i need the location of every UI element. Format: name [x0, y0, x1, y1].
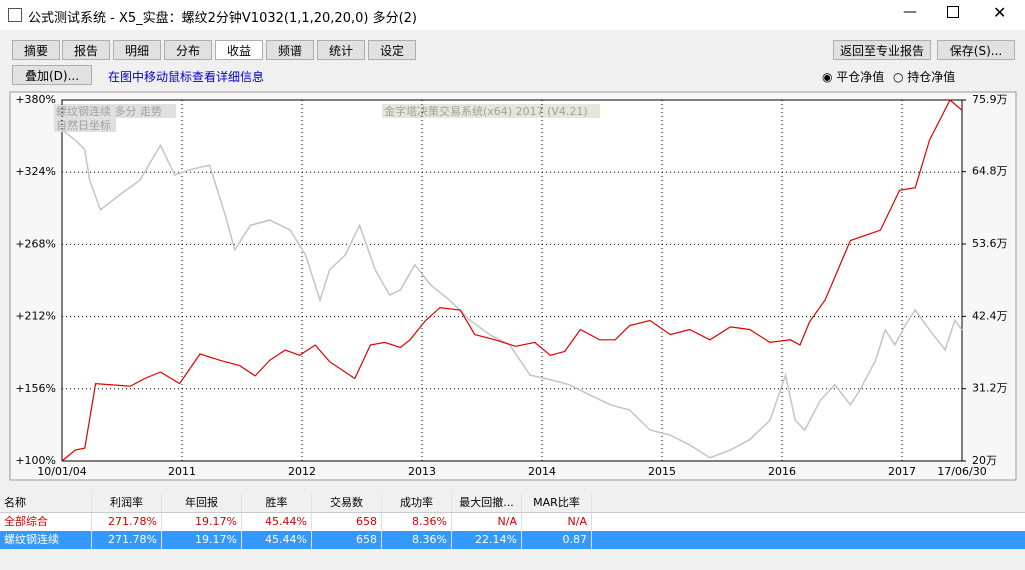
x-tick-label: 2014 [528, 465, 556, 478]
radio-label: 持仓净值 [907, 70, 956, 84]
save-button[interactable]: 保存(S)... [937, 40, 1015, 60]
annotation: 金字塔决策交易系统(x64) 2017 (V4.21) [384, 104, 588, 118]
y2-tick-label: 20万 [972, 454, 997, 467]
y2-tick-label: 64.8万 [972, 165, 1008, 178]
table-cell: 658 [312, 531, 382, 549]
tab-button[interactable]: 频谱 [266, 40, 314, 60]
column-header[interactable]: MAR比率 [522, 494, 592, 512]
table-cell: 271.78% [92, 531, 162, 549]
radio-close[interactable]: ◉ 平仓净值 [822, 70, 885, 84]
y-tick-label: +324% [15, 165, 56, 178]
table-row[interactable]: 螺纹钢连续 271.78% 19.17% 45.44% 658 8.36% 22.14% 0.… [0, 531, 1025, 549]
y2-tick-label: 31.2万 [972, 382, 1008, 395]
close[interactable]: ✕ [993, 3, 1007, 22]
back-button[interactable]: 返回至专业报告 [833, 40, 931, 60]
y2-tick-label: 42.4万 [972, 309, 1008, 322]
tab-button[interactable]: 收益 [215, 40, 263, 60]
table-cell: 8.36% [382, 531, 452, 549]
radio-hold[interactable]: ○ 持仓净值 [893, 70, 956, 84]
annotation-bg [54, 118, 116, 132]
table-cell: N/A [452, 513, 522, 531]
tab-button[interactable]: 明细 [113, 40, 161, 60]
result-table: 名称 利润率 年回报 胜率 交易数 成功率 最大回撤... MAR比率 全部综合 271.78%… [0, 494, 1025, 549]
x-tick-label: 2012 [288, 465, 316, 478]
table-header: 名称 利润率 年回报 胜率 交易数 成功率 最大回撤... MAR比率 [0, 494, 1025, 513]
plot-area [61, 99, 963, 462]
app-icon [8, 8, 22, 22]
x-tick-label: 10/01/04 [37, 465, 86, 478]
annotation: 自然日坐标 [56, 118, 111, 132]
column-header[interactable]: 成功率 [382, 494, 452, 512]
y-tick-label: +268% [15, 237, 56, 250]
annotation: 螺纹钢连续 多分 走势 [56, 104, 162, 118]
tab-button[interactable]: 设定 [368, 40, 416, 60]
column-header[interactable]: 最大回撤... [452, 494, 522, 512]
annotation-bg [54, 104, 176, 118]
column-header[interactable]: 胜率 [242, 494, 312, 512]
table-cell: 19.17% [162, 531, 242, 549]
table-cell: 22.14% [452, 531, 522, 549]
x-tick-label: 2015 [648, 465, 676, 478]
column-header[interactable]: 交易数 [312, 494, 382, 512]
y2-tick-label: 53.6万 [972, 237, 1008, 250]
column-header[interactable]: 利润率 [92, 494, 162, 512]
x-tick-label: 2016 [768, 465, 796, 478]
table-cell: 19.17% [162, 513, 242, 531]
table-cell: 658 [312, 513, 382, 531]
y-tick-label: +156% [15, 382, 56, 395]
table-cell: 0.87 [522, 531, 592, 549]
tab-button[interactable]: 统计 [317, 40, 365, 60]
hint-link[interactable]: 在图中移动鼠标查看详细信息 [108, 70, 265, 84]
x-tick-label: 2013 [408, 465, 436, 478]
x-tick-label: 17/06/30 [937, 465, 986, 478]
table-cell: 271.78% [92, 513, 162, 531]
tab-button[interactable]: 分布 [164, 40, 212, 60]
column-header[interactable]: 名称 [0, 494, 92, 512]
title-bar: 公式测试系统 - X5_实盘：螺纹2分钟V1032(1,1,20,20,0) 多… [0, 0, 1025, 30]
chart: 螺纹钢连续 多分 走势 自然日坐标 金字塔决策交易系统(x64) 2017 (V… [9, 91, 1017, 481]
table-row[interactable]: 全部综合 271.78% 19.17% 45.44% 658 8.36% N/A N/A [0, 513, 1025, 531]
x-tick-label: 2011 [168, 465, 196, 478]
tab-button[interactable]: 摘要 [12, 40, 60, 60]
y-tick-label: +212% [15, 310, 56, 323]
radio-label: 平仓净值 [836, 70, 885, 84]
table-cell: N/A [522, 513, 592, 531]
minimize[interactable]: — [903, 4, 917, 20]
table-cell: 8.36% [382, 513, 452, 531]
x-tick-label: 2017 [888, 465, 916, 478]
table-cell: 45.44% [242, 513, 312, 531]
series-line [61, 99, 963, 462]
y-tick-label: +380% [15, 93, 56, 106]
tab-button[interactable]: 报告 [62, 40, 110, 60]
window-title: 公式测试系统 - X5_实盘：螺纹2分钟V1032(1,1,20,20,0) 多… [28, 11, 417, 26]
annotation-bg [382, 104, 600, 118]
table-cell: 螺纹钢连续 [0, 531, 92, 549]
column-header[interactable]: 年回报 [162, 494, 242, 512]
y-tick-label: +100% [15, 454, 56, 467]
overlay-button[interactable]: 叠加(D)... [12, 65, 92, 85]
y2-tick-label: 75.9万 [972, 93, 1008, 106]
table-cell: 45.44% [242, 531, 312, 549]
maximize[interactable] [947, 6, 959, 18]
table-cell: 全部综合 [0, 513, 92, 531]
